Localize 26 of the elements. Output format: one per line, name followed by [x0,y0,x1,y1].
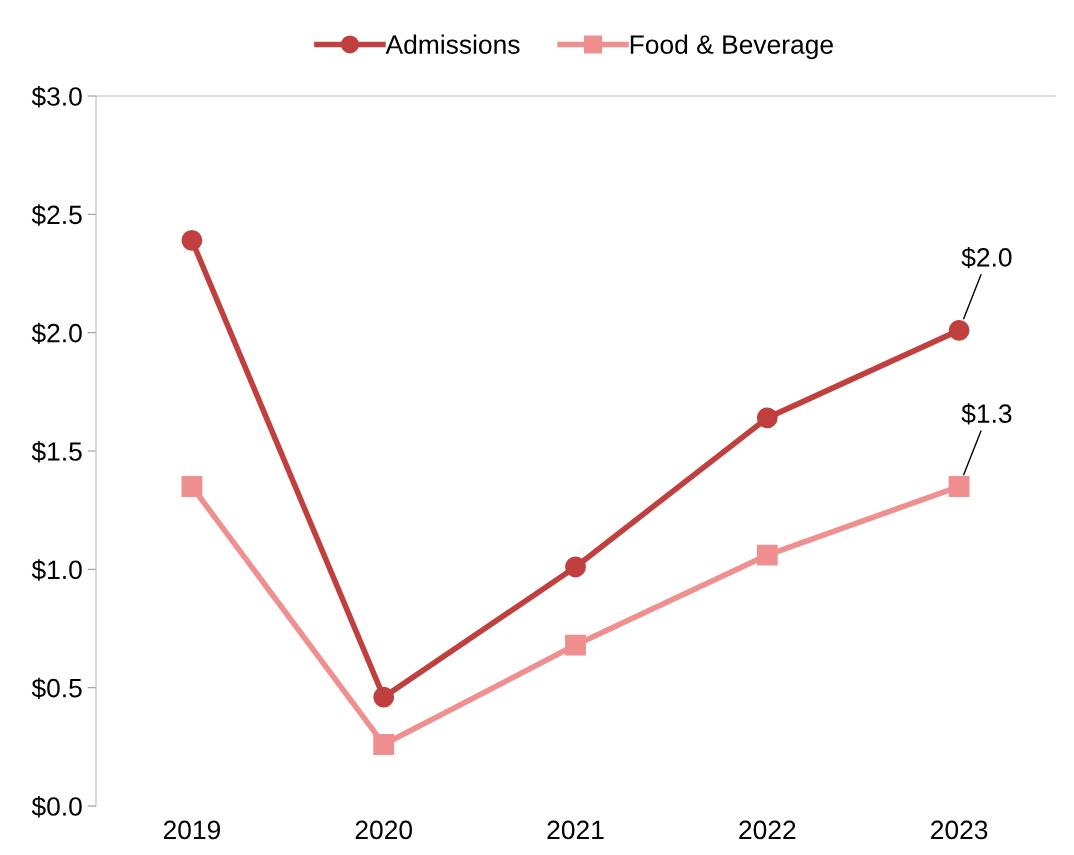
annotation: $1.3 [961,403,1012,425]
point [948,319,970,341]
y-tick-label: $0.5 [31,677,82,700]
y-tick-label: $1.5 [31,441,82,463]
x-tick-label: 2019 [163,820,220,840]
y-tick-label: $2.0 [31,322,82,345]
x-tick-label: 2022 [739,820,796,840]
point [756,544,778,566]
point [181,476,203,497]
x-tick-label: 2023 [931,820,988,840]
point [373,734,395,755]
legend-label: Food & Beverage [630,34,833,60]
x-tick-label: 2020 [355,820,413,840]
annotation: $2.0 [961,246,1012,269]
y-tick-label: $2.5 [31,204,82,226]
x-tick-label: 2021 [547,820,604,840]
point [373,686,395,708]
y-tick-label: $1.0 [31,559,82,581]
y-tick-label: $3.0 [31,86,82,108]
point [756,407,778,429]
point [948,476,970,497]
point [565,556,586,578]
point [181,229,203,251]
y-tick-label: $0.0 [31,796,82,818]
point [565,634,586,656]
legend-label: Admissions [385,34,520,54]
